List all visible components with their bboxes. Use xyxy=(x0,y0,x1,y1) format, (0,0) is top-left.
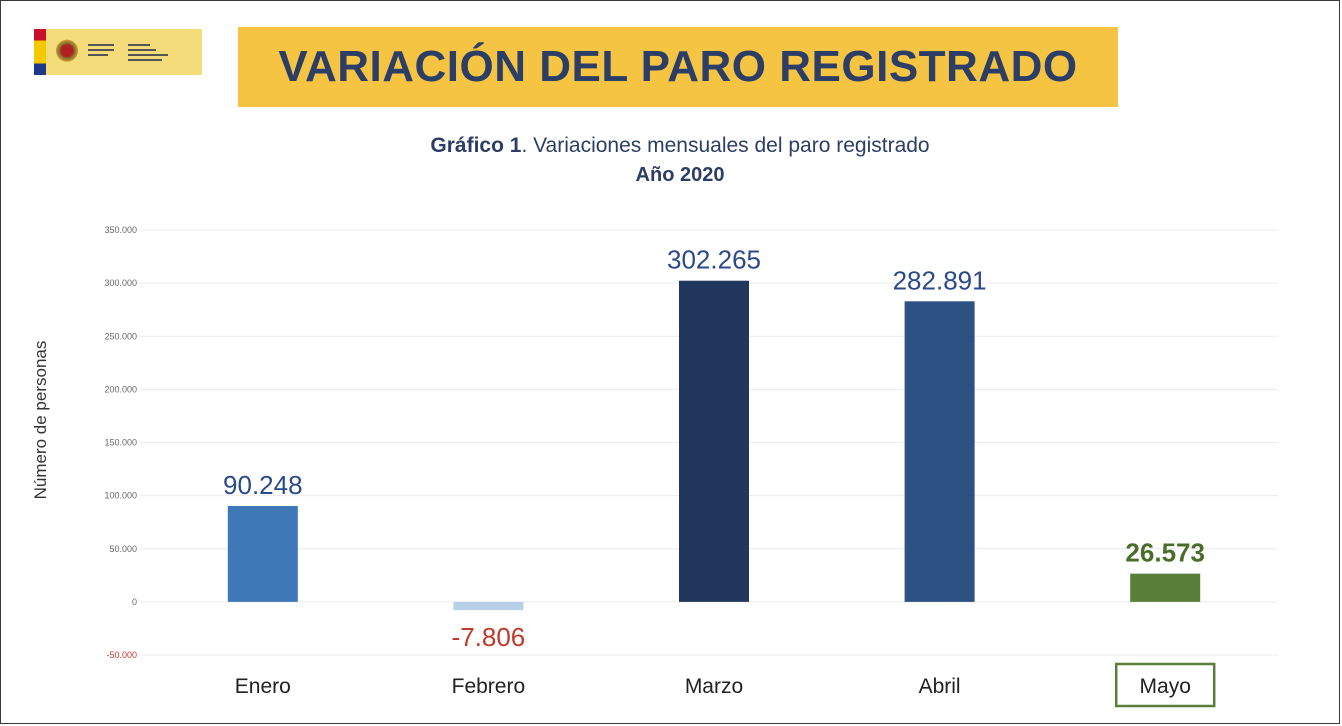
y-tick-label: 50.000 xyxy=(109,544,137,554)
data-label-marzo: 302.265 xyxy=(667,245,761,275)
data-label-abril: 282.891 xyxy=(893,265,987,295)
chart-title: Gráfico 1. Variaciones mensuales del par… xyxy=(280,134,1080,158)
data-label-febrero: -7.806 xyxy=(452,622,526,652)
y-tick-label: 150.000 xyxy=(104,438,137,448)
bar-febrero xyxy=(453,601,524,611)
x-tick-label-mayo: Mayo xyxy=(1140,675,1191,698)
coat-of-arms-icon xyxy=(56,39,78,65)
x-tick-label-marzo: Marzo xyxy=(685,675,743,698)
bar-marzo xyxy=(679,280,749,602)
chart-subtitle: Año 2020 xyxy=(635,164,725,186)
page-title: VARIACIÓN DEL PARO REGISTRADO xyxy=(278,42,1078,91)
y-tick-label: 100.000 xyxy=(104,491,137,501)
data-label-mayo: 26.573 xyxy=(1125,538,1205,568)
x-tick-label-enero: Enero xyxy=(235,675,291,698)
x-tick-label-abril: Abril xyxy=(919,675,961,698)
x-tick-label-febrero: Febrero xyxy=(452,675,526,698)
bar-mayo xyxy=(1130,573,1201,602)
ministry-name-graphic xyxy=(88,43,168,61)
y-tick-label: 250.000 xyxy=(104,331,137,341)
chart-title-rest: . Variaciones mensuales del paro registr… xyxy=(521,134,930,157)
bar-enero xyxy=(227,505,298,602)
chart-title-bold: Gráfico 1 xyxy=(430,134,522,157)
data-label-enero: 90.248 xyxy=(223,470,303,500)
highlight-box xyxy=(1114,662,1216,708)
y-tick-label: 0 xyxy=(132,597,137,607)
title-banner: VARIACIÓN DEL PARO REGISTRADO xyxy=(238,27,1118,107)
y-tick-label: -50.000 xyxy=(106,650,137,660)
bar-abril xyxy=(904,301,975,602)
flag-stripe-icon xyxy=(34,29,46,75)
y-tick-label: 300.000 xyxy=(104,278,137,288)
y-tick-label: 200.000 xyxy=(104,384,137,394)
y-tick-label: 350.000 xyxy=(104,225,137,235)
government-logo xyxy=(34,29,202,75)
